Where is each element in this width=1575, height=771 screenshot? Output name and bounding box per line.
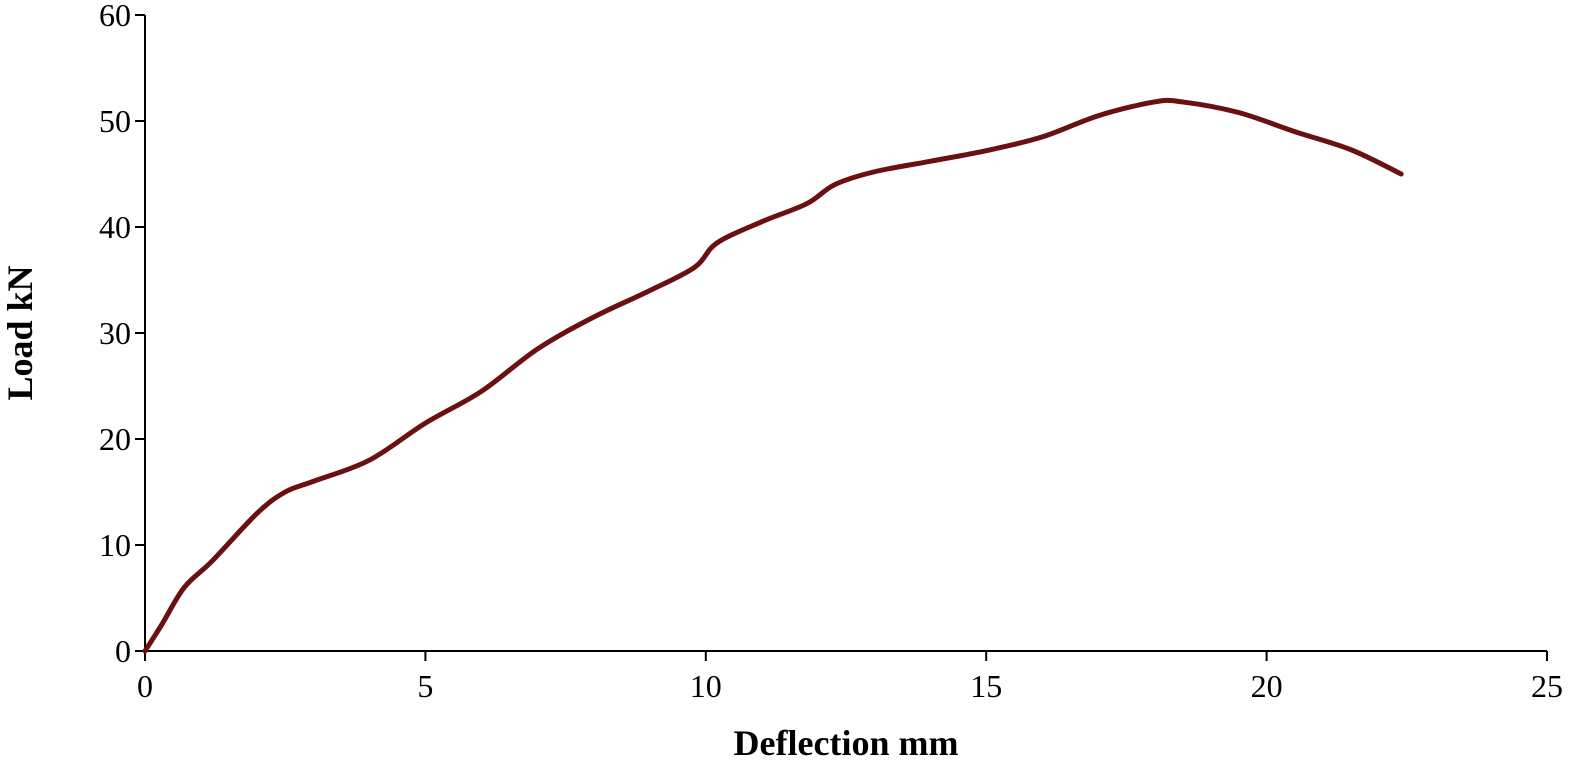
y-tick-label: 10 bbox=[99, 527, 131, 563]
y-tick-label: 50 bbox=[99, 103, 131, 139]
y-tick-label: 20 bbox=[99, 421, 131, 457]
x-tick-label: 20 bbox=[1251, 668, 1283, 704]
y-tick-label: 40 bbox=[99, 209, 131, 245]
y-tick-label: 30 bbox=[99, 315, 131, 351]
y-tick-label: 60 bbox=[99, 0, 131, 33]
x-tick-label: 15 bbox=[970, 668, 1002, 704]
x-axis-title: Deflection mm bbox=[734, 723, 959, 763]
x-tick-label: 10 bbox=[690, 668, 722, 704]
y-axis-title: Load kN bbox=[0, 265, 40, 400]
x-tick-label: 25 bbox=[1531, 668, 1563, 704]
y-tick-label: 0 bbox=[115, 633, 131, 669]
x-tick-label: 0 bbox=[137, 668, 153, 704]
x-tick-label: 5 bbox=[417, 668, 433, 704]
data-line bbox=[142, 97, 1404, 654]
